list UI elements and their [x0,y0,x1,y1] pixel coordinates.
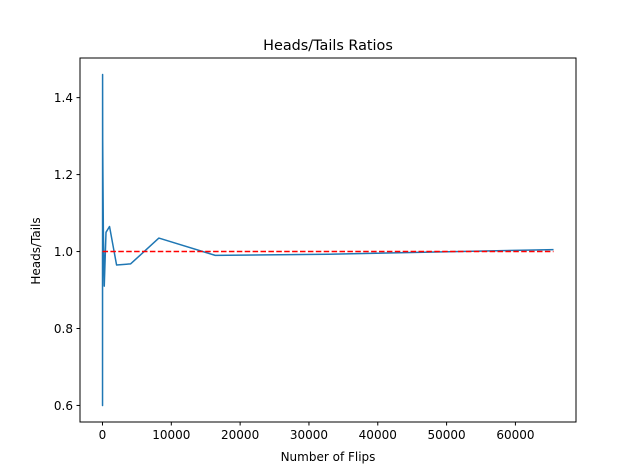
y-tick-label: 1.4 [54,91,73,105]
x-tick-label: 30000 [290,428,328,442]
plot-frame [79,57,577,423]
chart-title: Heads/Tails Ratios [263,38,393,54]
x-tick-label: 10000 [152,428,190,442]
x-axis-label: Number of Flips [281,450,376,464]
y-tick-label: 1.0 [54,245,73,259]
x-tick-label: 0 [99,428,107,442]
y-tick-label: 0.6 [54,399,73,413]
y-tick-label: 1.2 [54,168,73,182]
y-tick-label: 0.8 [54,322,73,336]
y-axis-label: Heads/Tails [29,217,43,284]
x-tick-label: 50000 [428,428,466,442]
x-tick-label: 40000 [359,428,397,442]
x-tick-label: 20000 [221,428,259,442]
x-tick-label: 60000 [496,428,534,442]
plot-area: 0 10000 20000 30000 40000 50000 60000 0.6 0.8 1.0… [54,57,577,442]
ratio-line-series [101,73,554,407]
